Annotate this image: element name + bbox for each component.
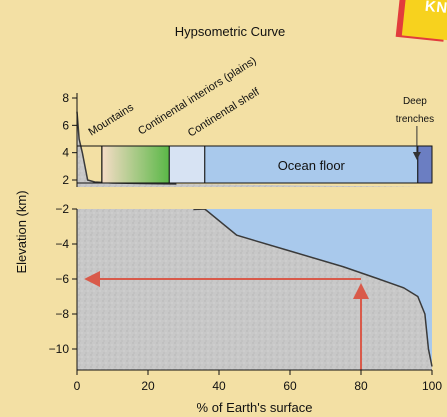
land-area-lower <box>77 209 432 370</box>
x-tick-label: 0 <box>74 379 81 393</box>
x-tick-label: 80 <box>354 379 368 393</box>
y-tick-label: 2 <box>62 173 69 187</box>
x-tick-label: 20 <box>141 379 155 393</box>
trench-label-2: trenches <box>396 114 434 125</box>
band-1 <box>168 145 206 184</box>
band-0 <box>101 145 170 184</box>
x-tick-label: 100 <box>422 379 442 393</box>
y-tick-label: −2 <box>55 202 69 216</box>
hypsometric-curve-lower <box>193 208 433 367</box>
y-tick-label: −10 <box>49 342 70 356</box>
x-axis-label: % of Earth's surface <box>197 400 313 415</box>
axis-break-gap <box>77 187 447 209</box>
ocean-floor-label: Ocean floor <box>278 158 346 173</box>
y-tick-label: 8 <box>62 91 69 105</box>
y-tick-label: −6 <box>55 272 69 286</box>
y-tick-label: 4 <box>62 146 69 160</box>
trench-label-1: Deep <box>403 96 427 107</box>
y-tick-label: −4 <box>55 237 69 251</box>
x-tick-label: 40 <box>212 379 226 393</box>
y-tick-label: 6 <box>62 118 69 132</box>
band-2 <box>204 145 419 184</box>
y-tick-label: −8 <box>55 307 69 321</box>
band-3 <box>417 145 433 184</box>
band-label-0: Mountains <box>86 101 136 138</box>
chart-title: Hypsometric Curve <box>174 24 286 39</box>
y-axis-label: Elevation (km) <box>14 190 29 273</box>
x-tick-label: 60 <box>283 379 297 393</box>
